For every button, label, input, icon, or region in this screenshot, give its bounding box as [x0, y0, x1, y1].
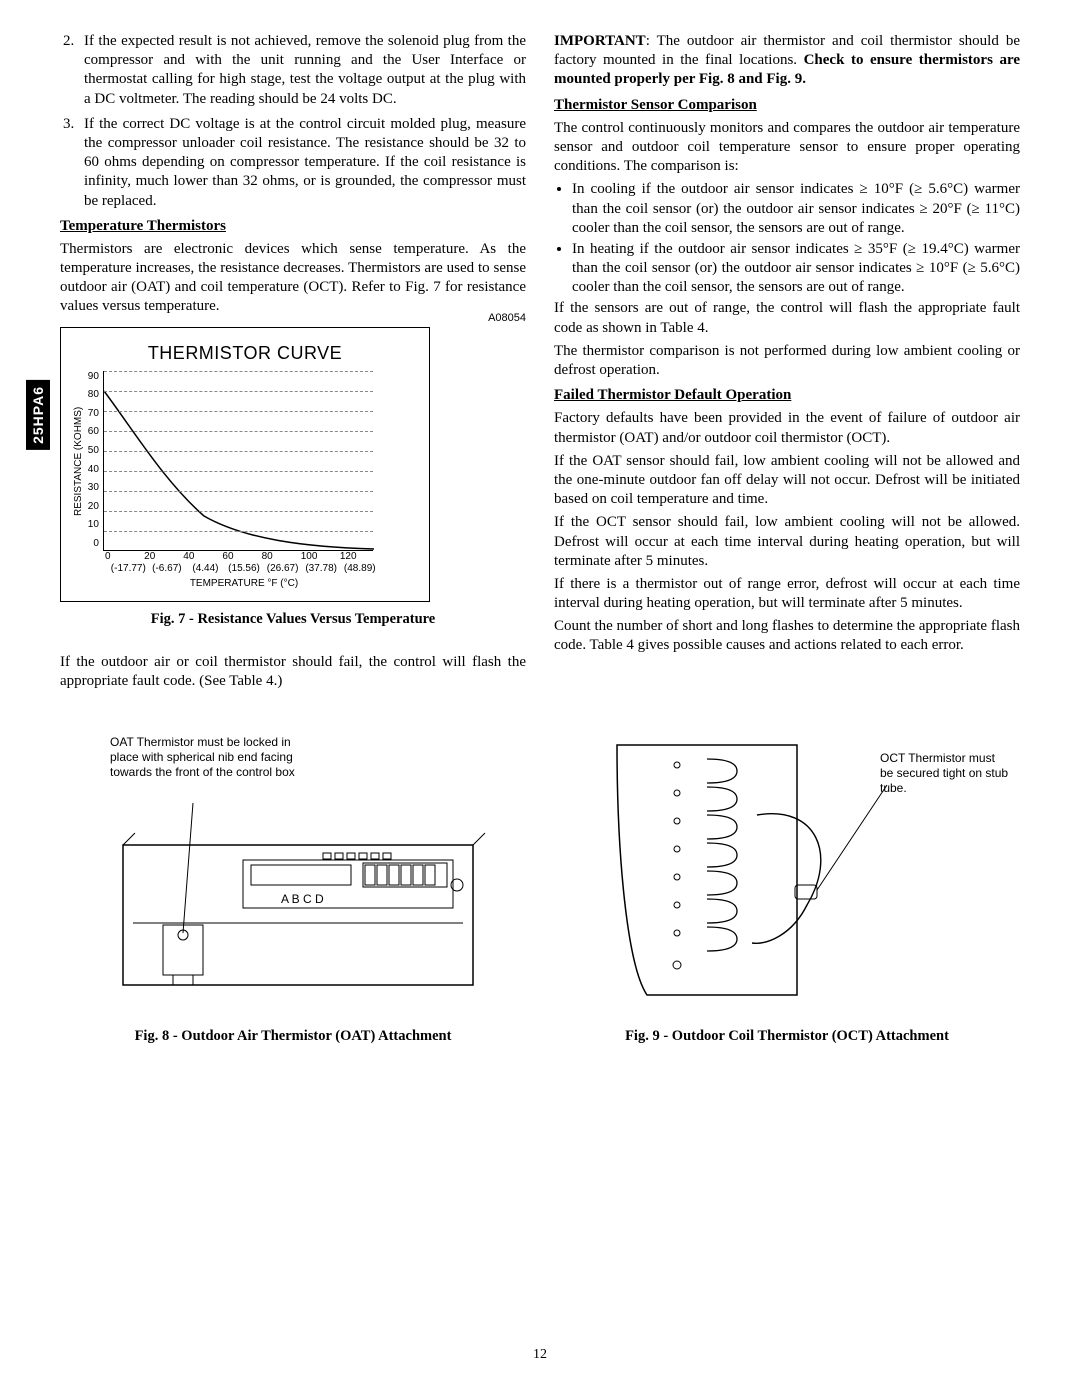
x-tick-c: (-6.67) [148, 563, 187, 576]
y-tick: 50 [88, 445, 99, 458]
grid-line [104, 531, 373, 532]
paragraph: The thermistor comparison is not perform… [554, 342, 1020, 380]
list-item: In cooling if the outdoor air sensor ind… [572, 180, 1020, 238]
x-tick-f: 0 [105, 551, 144, 564]
grid-line [104, 411, 373, 412]
list-item: In heating if the outdoor air sensor ind… [572, 240, 1020, 298]
paragraph: If the sensors are out of range, the con… [554, 299, 1020, 337]
section-heading-failed: Failed Thermistor Default Operation [554, 386, 1020, 405]
section-heading-temperature: Temperature Thermistors [60, 217, 526, 236]
x-tick-c: (4.44) [186, 563, 225, 576]
x-axis-label: TEMPERATURE °F (°C) [109, 578, 379, 591]
x-tick-c: (37.78) [302, 563, 341, 576]
bottom-figures-row: OAT Thermistor must be locked in place w… [60, 735, 1020, 1045]
important-paragraph: IMPORTANT: The outdoor air thermistor an… [554, 32, 1020, 90]
figure-9: OCT Thermistor must be secured tight on … [554, 735, 1020, 1045]
important-label: IMPORTANT [554, 33, 646, 49]
y-tick: 70 [88, 408, 99, 421]
grid-line [104, 511, 373, 512]
paragraph: The control continuously monitors and co… [554, 119, 1020, 177]
x-tick-c: (15.56) [225, 563, 264, 576]
figure-9-caption: Fig. 9 - Outdoor Coil Thermistor (OCT) A… [554, 1028, 1020, 1045]
curve-line [104, 371, 374, 551]
grid-line [104, 391, 373, 392]
y-axis-label: RESISTANCE (KOHMS) [71, 371, 88, 551]
y-tick: 80 [88, 389, 99, 402]
x-tick-c: (-17.77) [109, 563, 148, 576]
page-number: 12 [0, 1347, 1080, 1363]
figure-7-caption: Fig. 7 - Resistance Values Versus Temper… [60, 610, 526, 629]
y-tick: 90 [88, 371, 99, 384]
numbered-list: If the expected result is not achieved, … [60, 32, 526, 211]
x-tick-f: 120 [340, 551, 379, 564]
paragraph: If the outdoor air or coil thermistor sh… [60, 653, 526, 691]
x-tick-f: 60 [222, 551, 261, 564]
x-tick-f: 40 [183, 551, 222, 564]
x-tick-f: 100 [301, 551, 340, 564]
section-heading-comparison: Thermistor Sensor Comparison [554, 96, 1020, 115]
y-tick: 30 [88, 482, 99, 495]
grid-line [104, 371, 373, 372]
figure-8: OAT Thermistor must be locked in place w… [60, 735, 526, 1045]
paragraph: Count the number of short and long flash… [554, 617, 1020, 655]
grid-line [104, 471, 373, 472]
chart-title: THERMISTOR CURVE [71, 342, 419, 365]
side-tab: 25HPA6 [26, 380, 50, 450]
y-tick: 60 [88, 426, 99, 439]
paragraph: Factory defaults have been provided in t… [554, 409, 1020, 447]
thermistor-chart: THERMISTOR CURVE RESISTANCE (KOHMS) 90 80… [60, 327, 430, 602]
y-tick: 20 [88, 501, 99, 514]
plot-area [103, 371, 373, 551]
grid-line [104, 491, 373, 492]
y-tick: 0 [88, 538, 99, 551]
x-tick-f: 80 [262, 551, 301, 564]
right-column: IMPORTANT: The outdoor air thermistor an… [554, 32, 1020, 695]
figure-8-caption: Fig. 8 - Outdoor Air Thermistor (OAT) At… [60, 1028, 526, 1045]
paragraph: If the OCT sensor should fail, low ambie… [554, 513, 1020, 571]
bullet-list: In cooling if the outdoor air sensor ind… [554, 180, 1020, 297]
y-tick: 10 [88, 519, 99, 532]
fig9-label: OCT Thermistor must be secured tight on … [880, 751, 1010, 796]
y-tick: 40 [88, 464, 99, 477]
abcd-label: A B C D [281, 892, 324, 906]
grid-line [104, 431, 373, 432]
y-ticks: 90 80 70 60 50 40 30 20 10 0 [88, 371, 103, 551]
paragraph: Thermistors are electronic devices which… [60, 240, 526, 317]
list-item: If the expected result is not achieved, … [78, 32, 526, 109]
grid-line [104, 451, 373, 452]
x-ticks-f: 020406080100120 [109, 551, 379, 564]
list-item: If the correct DC voltage is at the cont… [78, 115, 526, 211]
left-column: If the expected result is not achieved, … [60, 32, 526, 695]
two-column-layout: If the expected result is not achieved, … [60, 32, 1020, 695]
x-ticks-c: (-17.77)(-6.67)(4.44)(15.56)(26.67)(37.7… [109, 563, 379, 576]
figure-7: THERMISTOR CURVE RESISTANCE (KOHMS) 90 80… [60, 327, 526, 629]
x-tick-c: (26.67) [263, 563, 302, 576]
fig8-label: OAT Thermistor must be locked in place w… [110, 735, 310, 780]
x-tick-f: 20 [144, 551, 183, 564]
paragraph: If the OAT sensor should fail, low ambie… [554, 452, 1020, 510]
x-tick-c: (48.89) [340, 563, 379, 576]
paragraph: If there is a thermistor out of range er… [554, 575, 1020, 613]
figure-code: A08054 [488, 311, 526, 325]
